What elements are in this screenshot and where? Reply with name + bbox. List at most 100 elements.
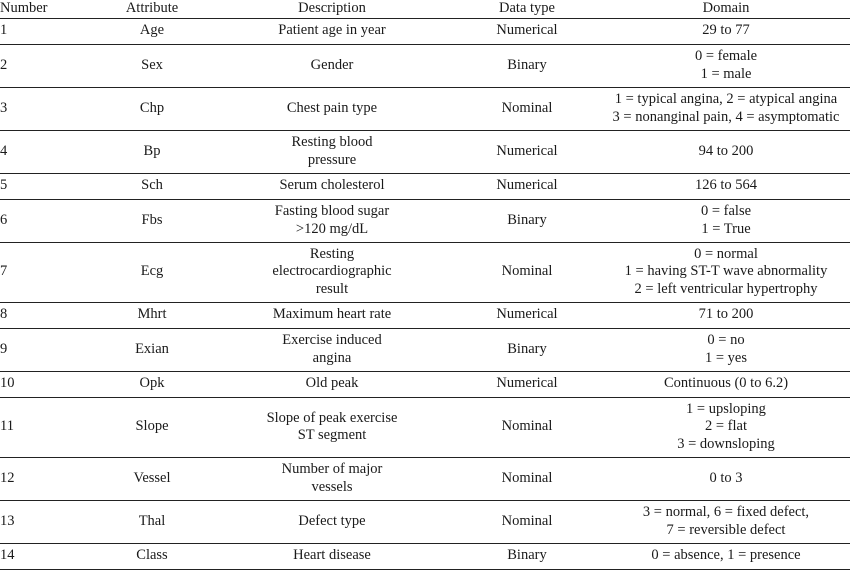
cell-data-type-text: Numerical — [496, 142, 558, 159]
cell-number-text: 5 — [0, 177, 8, 194]
cell-number-text: 4 — [0, 142, 8, 159]
cell-description-text: Number of major vessels — [281, 461, 383, 495]
cell-data-type-text: Binary — [507, 547, 547, 564]
cell-data-type: Nominal — [452, 87, 602, 131]
cell-number-text: 2 — [0, 56, 8, 73]
cell-data-type-text: Numerical — [496, 306, 558, 323]
cell-attribute: Sch — [92, 173, 212, 200]
cell-data-type: Nominal — [452, 457, 602, 501]
cell-domain: 0 = false 1 = True — [602, 199, 850, 243]
cell-description-text: Resting blood pressure — [291, 134, 373, 168]
cell-number-text: 9 — [0, 340, 8, 357]
cell-description: Gender — [212, 44, 452, 88]
cell-number-text: 1 — [0, 22, 8, 39]
table-row: 8 Mhrt Maximum heart rate Numerical 71 to 20… — [0, 302, 850, 329]
cell-description: Old peak — [212, 371, 452, 398]
cell-domain-text: 71 to 200 — [698, 306, 754, 323]
cell-data-type-text: Numerical — [496, 22, 558, 39]
table-row: 13 Thal Defect type Nominal 3 = normal, 6 = … — [0, 500, 850, 544]
cell-description-text: Heart disease — [293, 547, 371, 564]
cell-number-text: 8 — [0, 306, 8, 323]
cell-domain: 0 = absence, 1 = presence — [602, 543, 850, 570]
cell-number: 9 — [0, 328, 92, 372]
table-header: Number Attribute Description Data type D… — [0, 0, 850, 19]
cell-data-type: Binary — [452, 543, 602, 570]
cell-description: Fasting blood sugar >120 mg/dL — [212, 199, 452, 243]
cell-number: 10 — [0, 371, 92, 398]
cell-attribute: Class — [92, 543, 212, 570]
cell-number-text: 6 — [0, 211, 8, 228]
cell-attribute-text: Chp — [139, 99, 165, 116]
cell-attribute-text: Exian — [135, 340, 169, 357]
cell-description-text: Maximum heart rate — [272, 306, 392, 323]
cell-description-text: Defect type — [298, 512, 366, 529]
cell-data-type: Numerical — [452, 173, 602, 200]
cell-attribute: Thal — [92, 500, 212, 544]
cell-attribute-text: Sch — [141, 177, 163, 194]
cell-description: Heart disease — [212, 543, 452, 570]
cell-number: 2 — [0, 44, 92, 88]
cell-data-type: Nominal — [452, 397, 602, 458]
cell-description-text: Resting electrocardiographic result — [272, 245, 392, 297]
table-row: 2 Sex Gender Binary 0 = female 1 = male — [0, 44, 850, 88]
cell-number: 1 — [0, 18, 92, 45]
table-row: 3 Chp Chest pain type Nominal 1 = typical an… — [0, 87, 850, 131]
cell-data-type-text: Numerical — [496, 177, 558, 194]
cell-attribute: Vessel — [92, 457, 212, 501]
cell-attribute: Slope — [92, 397, 212, 458]
cell-data-type: Nominal — [452, 242, 602, 303]
cell-domain: 0 to 3 — [602, 457, 850, 501]
cell-attribute: Mhrt — [92, 302, 212, 329]
cell-domain-text: 0 = female 1 = male — [694, 48, 758, 82]
cell-description: Exercise induced angina — [212, 328, 452, 372]
header-row: Number Attribute Description Data type D… — [0, 0, 850, 19]
cell-attribute-text: Class — [136, 547, 168, 564]
cell-number: 3 — [0, 87, 92, 131]
cell-number: 4 — [0, 130, 92, 174]
cell-data-type-text: Binary — [507, 56, 547, 73]
cell-attribute-text: Sex — [141, 56, 163, 73]
cell-number: 13 — [0, 500, 92, 544]
cell-description-text: Patient age in year — [278, 22, 386, 39]
cell-data-type-text: Nominal — [501, 418, 553, 435]
cell-data-type-text: Binary — [507, 211, 547, 228]
cell-domain-text: 0 = absence, 1 = presence — [651, 547, 801, 564]
cell-data-type-text: Nominal — [501, 99, 553, 116]
cell-data-type-text: Nominal — [501, 512, 553, 529]
cell-number: 12 — [0, 457, 92, 501]
cell-domain-text: 0 = normal 1 = having ST-T wave abnormal… — [624, 245, 828, 297]
cell-attribute-text: Slope — [135, 418, 169, 435]
cell-attribute: Bp — [92, 130, 212, 174]
cell-domain: 126 to 564 — [602, 173, 850, 200]
cell-number: 11 — [0, 397, 92, 458]
table-row: 12 Vessel Number of major vessels Nominal 0 … — [0, 457, 850, 501]
table-row: 11 Slope Slope of peak exercise ST segment… — [0, 397, 850, 458]
cell-attribute: Opk — [92, 371, 212, 398]
cell-attribute-text: Opk — [139, 375, 165, 392]
cell-number-text: 3 — [0, 99, 8, 116]
table-row: 9 Exian Exercise induced angina Binary 0 = n… — [0, 328, 850, 372]
table-row: 14 Class Heart disease Binary 0 = absence, 1… — [0, 543, 850, 570]
cell-description: Resting blood pressure — [212, 130, 452, 174]
cell-attribute: Chp — [92, 87, 212, 131]
cell-domain: 1 = upsloping 2 = flat 3 = downsloping — [602, 397, 850, 458]
cell-domain-text: 29 to 77 — [702, 22, 750, 39]
cell-domain-text: 0 to 3 — [709, 469, 743, 486]
cell-number-text: 11 — [0, 418, 14, 435]
table-row: 5 Sch Serum cholesterol Numerical 126 to 564 — [0, 173, 850, 200]
cell-data-type: Numerical — [452, 302, 602, 329]
cell-domain: 29 to 77 — [602, 18, 850, 45]
cell-number-text: 12 — [0, 469, 15, 486]
cell-domain-text: 0 = false 1 = True — [700, 203, 752, 237]
cell-description-text: Slope of peak exercise ST segment — [266, 409, 398, 444]
cell-description: Number of major vessels — [212, 457, 452, 501]
cell-attribute: Exian — [92, 328, 212, 372]
cell-attribute: Age — [92, 18, 212, 45]
cell-number: 14 — [0, 543, 92, 570]
table-body: 1 Age Patient age in year Numerical 29 to 77… — [0, 18, 850, 570]
cell-description: Defect type — [212, 500, 452, 544]
cell-domain: 0 = no 1 = yes — [602, 328, 850, 372]
cell-domain-text: 1 = upsloping 2 = flat 3 = downsloping — [677, 400, 775, 452]
cell-attribute-text: Fbs — [141, 211, 163, 228]
